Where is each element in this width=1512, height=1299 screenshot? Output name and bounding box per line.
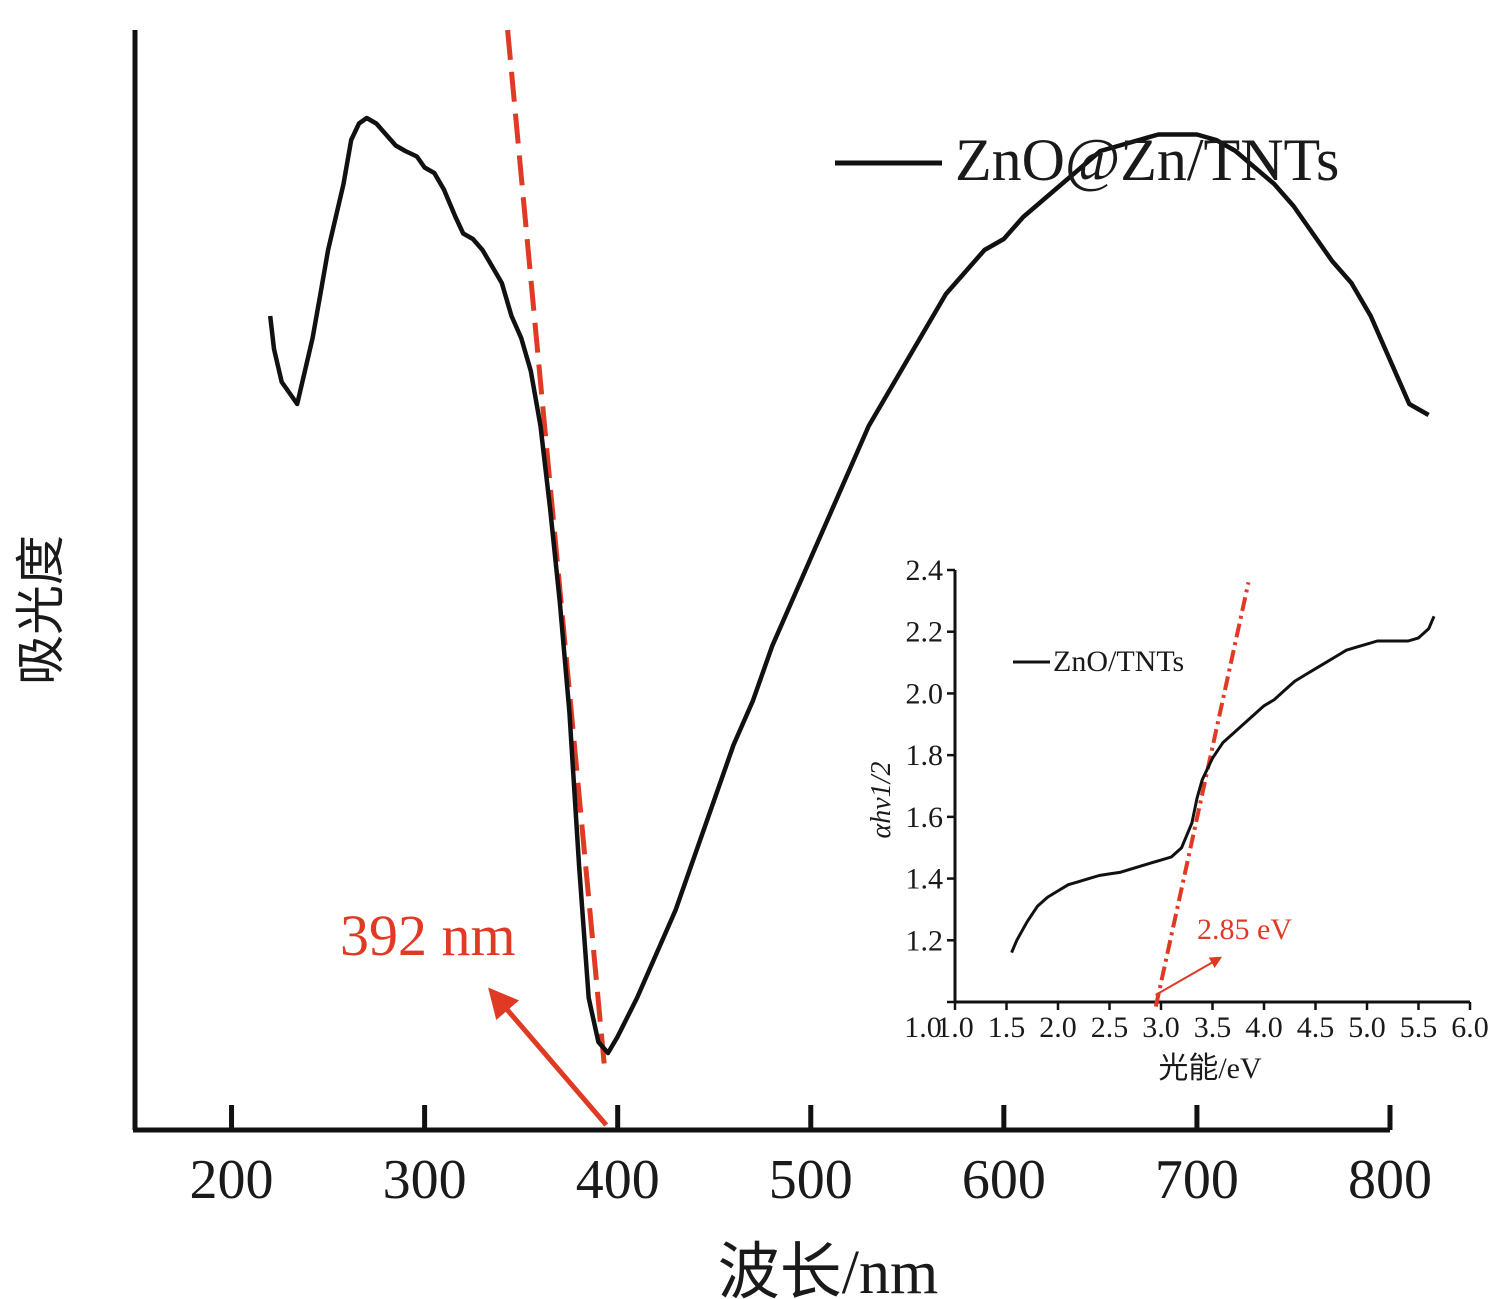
inset-x-tick-labels: 1.0 1.5 2.0 2.5 3.0 3.5 4.0 4.5 5.0 5.5 6.0: [936, 1011, 1489, 1044]
inset-x-tick-label-3.5: 3.5: [1194, 1011, 1232, 1044]
main-x-tick-labels: 200 300 400 500 600 700 800: [190, 1149, 1432, 1211]
inset-x-tick-label-2.0: 2.0: [1039, 1011, 1077, 1044]
main-x-tick-label-200: 200: [190, 1149, 274, 1211]
inset-x-tick-label-2.5: 2.5: [1091, 1011, 1129, 1044]
main-x-ticks: [229, 1105, 1393, 1130]
inset-y-ticks: [947, 568, 955, 1004]
inset-x-tick-label-5.5: 5.5: [1400, 1011, 1438, 1044]
inset-tangent-dashdot-line: [1153, 581, 1251, 1008]
inset-x-tick-label-4.0: 4.0: [1245, 1011, 1283, 1044]
inset-y-tick-label-1.0: 1.0: [904, 1011, 942, 1044]
inset-y-tick-label-2.0: 2.0: [906, 677, 944, 710]
inset-y-tick-labels: 1.2 1.4 1.6 1.8 2.0 2.2 2.4 1.0: [904, 554, 943, 1044]
main-x-tick-label-400: 400: [576, 1149, 660, 1211]
main-legend-label: ZnO@Zn/TNTs: [955, 127, 1339, 193]
inset-legend-label: ZnO/TNTs: [1053, 645, 1184, 678]
inset-y-tick-label-1.6: 1.6: [906, 801, 944, 834]
series-line-zno-zn-tnts: [267, 115, 1430, 1056]
inset-x-ticks: [953, 1002, 1472, 1010]
inset-y-tick-label-1.2: 1.2: [906, 924, 944, 957]
inset-x-tick-label-1.0: 1.0: [936, 1011, 974, 1044]
main-x-tick-label-800: 800: [1348, 1149, 1432, 1211]
inset-x-tick-label-3.0: 3.0: [1142, 1011, 1180, 1044]
inset-chart: 1.0 1.5 2.0 2.5 3.0 3.5 4.0 4.5 5.0 5.5 6.0 1.2 1.4…: [866, 554, 1500, 1085]
inset-annotation-2-85ev: 2.85 eV: [1197, 913, 1292, 946]
inset-y-tick-label-2.2: 2.2: [906, 616, 944, 649]
inset-x-axis-label: 光能/eV: [1158, 1052, 1262, 1085]
main-y-axis-label: 吸光度: [13, 535, 69, 685]
main-annotation-392nm: 392 nm: [340, 903, 516, 968]
inset-y-axis-label: αhv1/2: [866, 762, 897, 839]
inset-y-tick-label-2.4: 2.4: [906, 554, 944, 587]
inset-background: [880, 555, 1500, 1085]
inset-y-tick-label-1.4: 1.4: [906, 863, 944, 896]
inset-x-tick-label-1.5: 1.5: [988, 1011, 1026, 1044]
inset-annotation-arrow: [1155, 956, 1223, 996]
main-x-tick-label-700: 700: [1155, 1149, 1239, 1211]
inset-x-tick-label-4.5: 4.5: [1297, 1011, 1335, 1044]
series-line-zno-tnts: [1010, 615, 1436, 954]
inset-x-tick-label-5.0: 5.0: [1348, 1011, 1386, 1044]
main-chart: 200 300 400 500 600 700 800 波长/nm 吸光度 ZnO@Zn/T…: [13, 29, 1432, 1299]
main-x-tick-label-300: 300: [383, 1149, 467, 1211]
inset-y-tick-label-1.8: 1.8: [906, 739, 944, 772]
main-x-tick-label-600: 600: [962, 1149, 1046, 1211]
main-annotation-arrow: [488, 987, 609, 1127]
main-x-tick-label-500: 500: [769, 1149, 853, 1211]
main-x-axis-label: 波长/nm: [718, 1239, 938, 1299]
inset-x-tick-label-6.0: 6.0: [1451, 1011, 1489, 1044]
